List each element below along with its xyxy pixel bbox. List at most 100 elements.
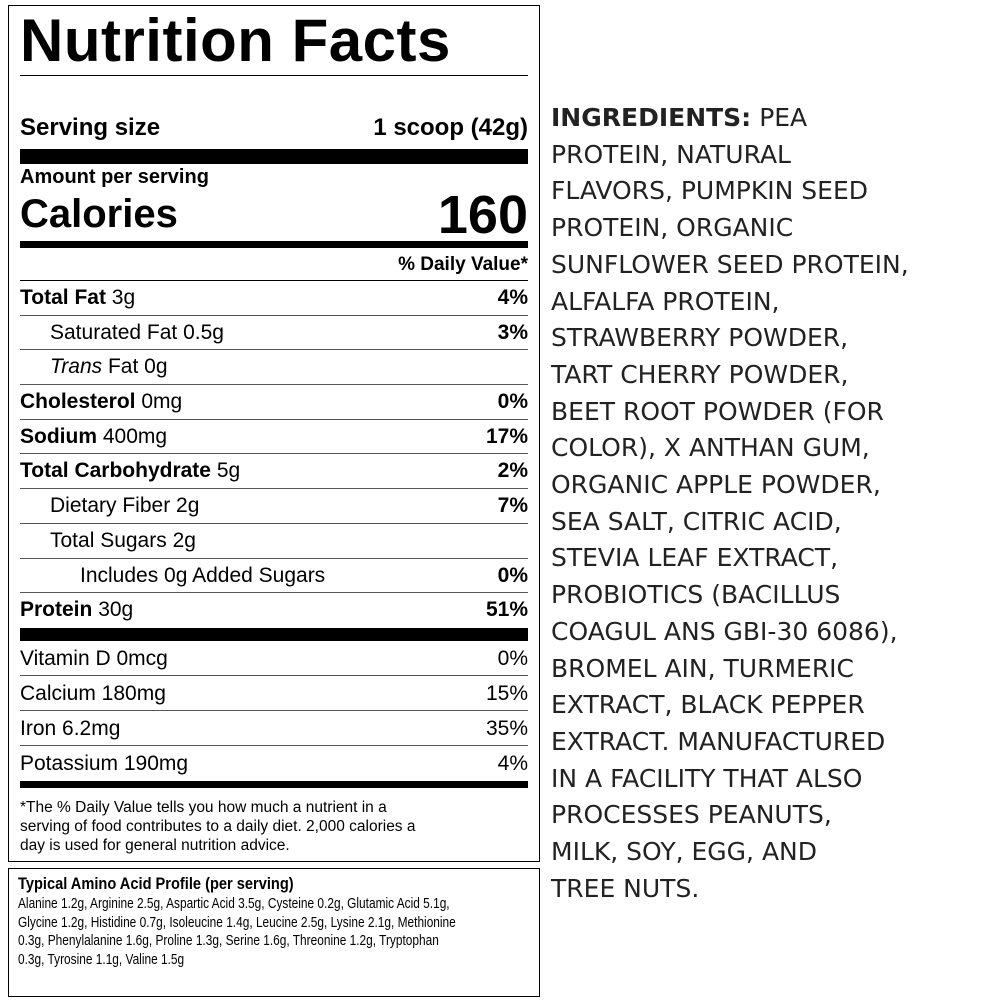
serving-label: Serving size	[20, 114, 161, 141]
amino-title: Typical Amino Acid Profile (per serving)	[18, 874, 294, 893]
nutrient-name: Fat	[107, 355, 139, 379]
ingredient-text: EXTRACT, BLACK PEPPER	[551, 690, 865, 720]
nutrient-dv: 2%	[497, 459, 528, 483]
nutrient-row: Total Sugars 2g	[20, 524, 528, 559]
ingredient-line: TART CHERRY POWDER,	[551, 357, 991, 394]
nutrient-amount: 400mg	[102, 424, 168, 448]
nutrient-row: Total Carbohydrate 5g 2%	[20, 454, 528, 490]
nutrient-name: Includes 0g Added Sugars	[80, 563, 326, 587]
vitamin-dv: 35%	[485, 716, 528, 740]
vitamin-name: Potassium 190mg	[20, 751, 189, 775]
ingredients-label: INGREDIENTS:	[551, 103, 752, 132]
ingredient-text: PROTEIN, NATURAL	[551, 139, 791, 169]
rule	[20, 241, 528, 248]
vitamin-row: Calcium 180mg 15%	[20, 676, 528, 711]
nutrient-row: Trans Fat 0g	[20, 350, 528, 386]
vitamin-name: Calcium 180mg	[20, 681, 166, 705]
rule	[20, 149, 528, 164]
serving-row: Serving size 1 scoop (42g)	[20, 76, 528, 149]
calories-value: 160	[437, 184, 528, 245]
dv-header: % Daily Value*	[20, 248, 528, 281]
ingredient-text: BEET ROOT POWDER (FOR	[551, 396, 884, 426]
amino-profile: Typical Amino Acid Profile (per serving)…	[8, 868, 540, 997]
serving-size: 1 scoop (42g)	[373, 114, 528, 141]
amino-line: Glycine 1.2g, Histidine 0.7g, Isoleucine…	[18, 914, 456, 931]
vitamin-name: Iron 6.2mg	[20, 716, 121, 740]
ingredient-line: IN A FACILITY THAT ALSO	[551, 761, 991, 798]
nutrient-dv: 51%	[485, 598, 528, 622]
vitamin-dv: 4%	[497, 751, 528, 775]
ingredient-line: BEET ROOT POWDER (FOR	[551, 394, 991, 431]
ingredient-text: PEA	[759, 103, 808, 132]
ingredient-line: STRAWBERRY POWDER,	[551, 320, 991, 357]
ingredient-text: TREE NUTS.	[551, 873, 700, 903]
nutrient-name: Protein	[20, 598, 93, 622]
ingredient-line: COLOR), X ANTHAN GUM,	[551, 430, 991, 467]
ingredient-line: SUNFLOWER SEED PROTEIN,	[551, 247, 991, 284]
nutrient-name: Saturated Fat	[50, 320, 178, 344]
amino-line: 0.3g, Phenylalanine 1.6g, Proline 1.3g, …	[18, 933, 439, 949]
footnote-line: *The % Daily Value tells you how much a …	[20, 798, 387, 816]
vitamin-dv: 15%	[485, 681, 528, 705]
nutrient-row: Total Fat 3g 4%	[20, 281, 528, 316]
nutrient-amount: 2g	[176, 494, 200, 518]
ingredient-line: PROTEIN, ORGANIC	[551, 210, 991, 247]
ingredient-line: ORGANIC APPLE POWDER,	[551, 467, 991, 504]
nutrient-row: Cholesterol 0mg 0%	[20, 385, 528, 420]
footnote-line: serving of food contributes to a daily d…	[20, 817, 416, 835]
ingredient-text: PROBIOTICS (BACILLUS	[551, 580, 841, 610]
ingredient-line: INGREDIENTS: PEA	[551, 100, 991, 137]
nutrition-label: Nutrition Facts Serving size 1 scoop (42…	[8, 5, 540, 862]
vitamin-row: Iron 6.2mg 35%	[20, 711, 528, 746]
ingredient-text: MILK, SOY, EGG, AND	[551, 837, 817, 867]
ingredient-line: PROTEIN, NATURAL	[551, 137, 991, 174]
vitamin-row: Vitamin D 0mcg 0%	[20, 641, 528, 676]
vitamin-row: Potassium 190mg 4%	[20, 746, 528, 781]
ingredient-line: STEVIA LEAF EXTRACT,	[551, 540, 991, 577]
ingredient-text: BROMEL AIN, TURMERIC	[551, 653, 855, 683]
ingredient-line: EXTRACT, BLACK PEPPER	[551, 687, 991, 724]
ingredient-text: FLAVORS, PUMPKIN SEED	[551, 176, 869, 206]
ingredient-line: ALFALFA PROTEIN,	[551, 284, 991, 321]
ingredient-line: TREE NUTS.	[551, 871, 991, 908]
amino-line: 0.3g, Tyrosine 1.1g, Valine 1.5g	[18, 951, 185, 968]
nutrient-amount: 0g	[144, 355, 168, 379]
ingredient-text: PROCESSES PEANUTS,	[551, 800, 832, 830]
ingredient-text: TART CHERRY POWDER,	[551, 359, 849, 389]
nutrient-row: Saturated Fat 0.5g 3%	[20, 316, 528, 351]
ingredient-text: SEA SALT, CITRIC ACID,	[551, 506, 842, 536]
nutrient-name: Total Fat	[20, 286, 106, 309]
nutrient-dv: 0%	[497, 390, 528, 414]
ingredient-line: MILK, SOY, EGG, AND	[551, 834, 991, 871]
ingredient-text: STEVIA LEAF EXTRACT,	[551, 543, 839, 573]
nutrient-dv: 0%	[497, 563, 528, 587]
ingredient-line: PROBIOTICS (BACILLUS	[551, 577, 991, 614]
nutrient-amount: 3g	[111, 286, 136, 309]
nutrient-row: Sodium 400mg 17%	[20, 420, 528, 455]
ingredient-text: COLOR), X ANTHAN GUM,	[551, 433, 870, 463]
ingredients: INGREDIENTS: PEA PROTEIN, NATURAL FLAVORS, …	[551, 100, 991, 907]
ingredient-text: IN A FACILITY THAT ALSO	[551, 763, 863, 793]
nutrient-amount: 5g	[216, 459, 241, 483]
ingredient-text: ALFALFA PROTEIN,	[551, 286, 780, 316]
nutrient-name-italic: Trans	[50, 355, 103, 379]
footnote: *The % Daily Value tells you how much a …	[20, 788, 528, 855]
nutrient-amount: 2g	[172, 528, 196, 552]
ingredient-text: SUNFLOWER SEED PROTEIN,	[551, 249, 909, 279]
nutrient-dv: 4%	[497, 286, 528, 309]
calories-row: Calories 160	[20, 185, 528, 245]
ingredient-line: SEA SALT, CITRIC ACID,	[551, 504, 991, 541]
rule	[20, 627, 528, 641]
nutrient-dv: 7%	[497, 494, 528, 518]
nutrient-name: Total Sugars	[50, 528, 167, 552]
nutrient-row: Includes 0g Added Sugars 0%	[20, 559, 528, 594]
ingredient-line: COAGUL ANS GBI-30 6086),	[551, 614, 991, 651]
ingredient-text: EXTRACT. MANUFACTURED	[551, 726, 886, 756]
nutrient-amount: 0mg	[141, 390, 183, 414]
calories-label: Calories	[20, 192, 178, 236]
rule	[20, 780, 528, 788]
ingredient-line: FLAVORS, PUMPKIN SEED	[551, 173, 991, 210]
nutrient-dv: 17%	[485, 424, 528, 448]
ingredient-line: BROMEL AIN, TURMERIC	[551, 651, 991, 688]
